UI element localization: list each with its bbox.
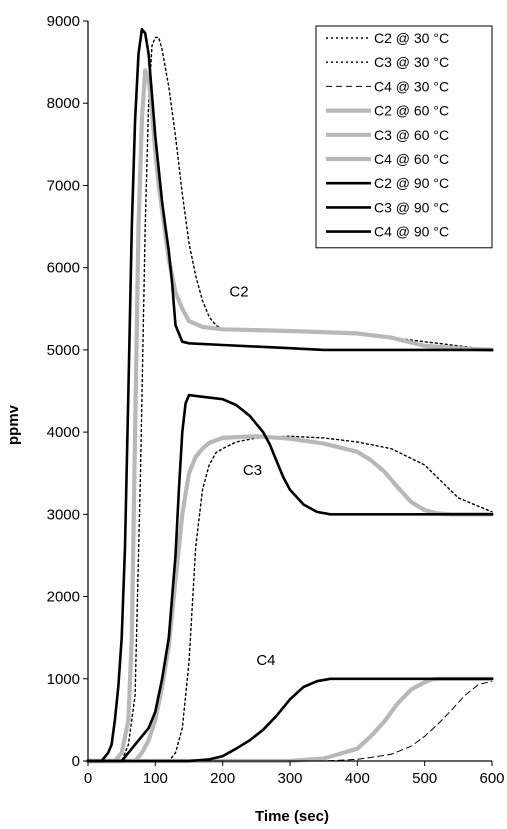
y-tick-label: 7000 — [47, 177, 80, 194]
annotation-c4: C4 — [256, 652, 275, 669]
legend-label: C2 @ 60 °C — [374, 103, 449, 119]
series-line-8 — [86, 393, 494, 763]
x-tick-label: 100 — [143, 770, 168, 787]
x-tick-label: 400 — [345, 770, 370, 787]
x-tick-label: 500 — [412, 770, 437, 787]
legend-label: C2 @ 90 °C — [374, 175, 449, 191]
annotation-c2: C2 — [229, 283, 248, 300]
y-axis-title: ppmv — [5, 404, 22, 445]
legend-label: C4 @ 60 °C — [374, 151, 449, 167]
series-layer — [85, 27, 495, 764]
y-tick-label: 2000 — [47, 589, 80, 606]
annotations-layer: C2 C3 C4 — [229, 283, 275, 668]
y-tick-label: 6000 — [47, 260, 80, 277]
x-tick-label: 200 — [210, 770, 235, 787]
legend-label: C3 @ 60 °C — [374, 127, 449, 143]
y-tick-label: 3000 — [47, 506, 80, 523]
y-tick-label: 4000 — [47, 424, 80, 441]
x-tick-label: 600 — [479, 770, 504, 787]
y-tick-label: 8000 — [47, 95, 80, 112]
y-tick-label: 0 — [72, 753, 80, 770]
x-tick-label: 300 — [277, 770, 302, 787]
y-tick-label: 1000 — [47, 671, 80, 688]
ticks-layer: 0 100 200 300 400 500 600010002000300040005000… — [47, 13, 505, 787]
series-line-3 — [87, 680, 493, 762]
annotation-c3: C3 — [243, 462, 262, 479]
legend-label: C4 @ 90 °C — [374, 224, 449, 240]
legend-label: C3 @ 30 °C — [374, 54, 449, 70]
legend-label: C3 @ 90 °C — [374, 199, 449, 215]
x-axis-title: Time (sec) — [255, 808, 329, 825]
y-tick-label: 5000 — [47, 342, 80, 359]
series-line-2 — [87, 435, 493, 762]
legend-label: C4 @ 30 °C — [374, 78, 449, 94]
legend-label: C2 @ 30 °C — [374, 30, 449, 46]
series-line-9 — [86, 677, 494, 763]
x-tick-label: 0 — [84, 770, 92, 787]
legend: C2 @ 30 °C C3 @ 30 °C C4 @ 30 °C C2 @ 60 °C… — [315, 25, 493, 249]
series-line-7 — [86, 27, 494, 763]
series-line-5 — [85, 434, 495, 764]
y-tick-label: 9000 — [47, 13, 80, 30]
series-line-1 — [87, 36, 493, 762]
